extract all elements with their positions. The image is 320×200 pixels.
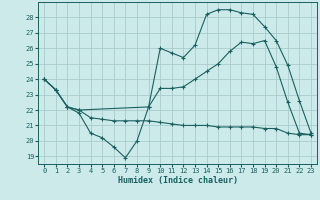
- X-axis label: Humidex (Indice chaleur): Humidex (Indice chaleur): [118, 176, 238, 185]
